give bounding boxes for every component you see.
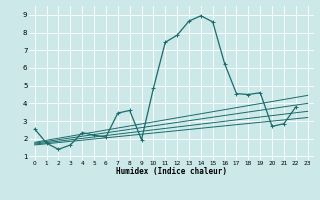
X-axis label: Humidex (Indice chaleur): Humidex (Indice chaleur) — [116, 167, 227, 176]
